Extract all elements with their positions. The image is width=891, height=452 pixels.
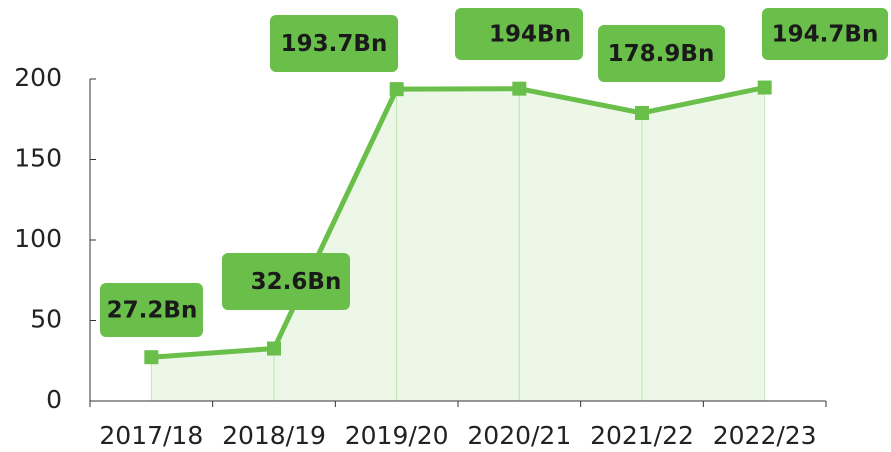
marker bbox=[267, 341, 281, 356]
label-box bbox=[762, 8, 888, 60]
value-label: 32.6Bn bbox=[251, 269, 342, 295]
y-tick-label: 50 bbox=[30, 305, 62, 334]
y-tick-label: 200 bbox=[14, 63, 62, 92]
marker bbox=[389, 82, 404, 97]
marker bbox=[512, 81, 527, 96]
x-tick-label: 2021/22 bbox=[590, 421, 694, 450]
x-tick-label: 2022/23 bbox=[713, 421, 817, 450]
y-tick-label: 100 bbox=[14, 224, 62, 253]
y-tick-label: 0 bbox=[46, 385, 62, 414]
x-tick-label: 2018/19 bbox=[222, 421, 326, 450]
marker bbox=[757, 80, 772, 95]
value-label: 194Bn bbox=[489, 22, 571, 48]
label-box bbox=[100, 283, 203, 337]
marker bbox=[635, 105, 649, 120]
label-box bbox=[455, 8, 583, 60]
value-label: 178.9Bn bbox=[608, 41, 715, 67]
value-label: 27.2Bn bbox=[107, 298, 198, 324]
value-label: 194.7Bn bbox=[772, 22, 879, 48]
value-label: 193.7Bn bbox=[281, 31, 388, 57]
x-tick-label: 2017/18 bbox=[99, 421, 203, 450]
area bbox=[151, 87, 765, 402]
label-box bbox=[222, 253, 350, 310]
y-tick-label: 150 bbox=[14, 144, 62, 173]
label-box bbox=[270, 15, 398, 72]
label-box bbox=[598, 25, 725, 82]
line bbox=[151, 85, 766, 360]
x-tick-label: 2019/20 bbox=[345, 421, 449, 450]
marker bbox=[144, 350, 159, 365]
x-tick-label: 2020/21 bbox=[467, 421, 571, 450]
